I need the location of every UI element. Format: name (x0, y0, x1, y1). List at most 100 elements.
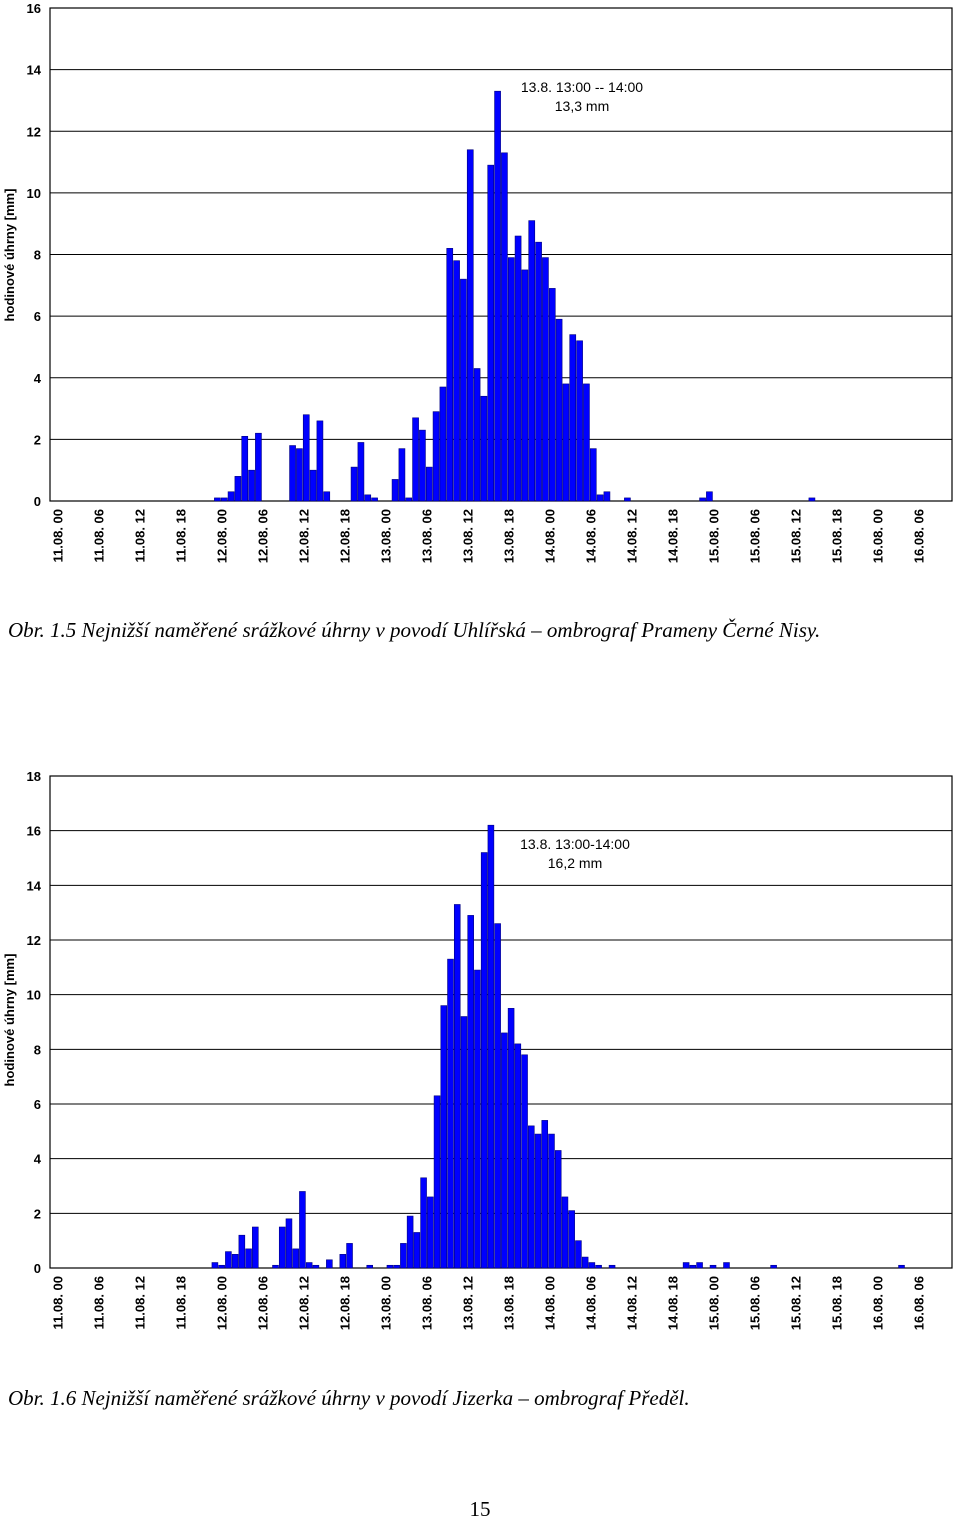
x-tick-label: 11.08. 06 (92, 509, 107, 563)
x-tick-label: 15.08. 06 (748, 1276, 763, 1330)
y-tick-label: 6 (34, 309, 41, 324)
x-tick-label: 11.08. 12 (133, 509, 148, 563)
bar (427, 1196, 434, 1269)
x-tick-label: 15.08. 12 (789, 1276, 804, 1330)
y-tick-label: 12 (27, 933, 41, 948)
figure-caption-1-5: Obr. 1.5 Nejnižší naměřené srážkové úhrn… (8, 618, 821, 642)
bar (241, 435, 249, 502)
bar (316, 420, 324, 502)
y-tick-label: 0 (34, 494, 41, 509)
bar (296, 448, 303, 502)
y-tick-label: 8 (34, 1042, 41, 1057)
x-tick-label: 14.08. 12 (625, 1276, 640, 1330)
bar (466, 149, 474, 502)
bar (898, 1264, 905, 1269)
x-tick-label: 11.08. 12 (133, 1276, 148, 1330)
y-tick-label: 4 (34, 1152, 42, 1167)
bar (589, 448, 597, 502)
bar (689, 1264, 697, 1269)
bar (231, 1254, 239, 1269)
bar (393, 1264, 400, 1269)
bar (412, 417, 419, 502)
bar (569, 334, 577, 502)
figure-caption-1-6: Obr. 1.6 Nejnižší naměřené srážkové úhrn… (8, 1386, 690, 1410)
bar (285, 1218, 293, 1269)
chart-uhlirska: 0 2 4 6 8 10 12 14 16 11.08. 00 11.08. 06 11.08. 12… (0, 0, 960, 605)
bar (366, 1264, 374, 1269)
bar (218, 1264, 225, 1269)
bar (413, 1232, 421, 1269)
bar (255, 432, 262, 502)
x-tick-label: 13.08. 18 (502, 1276, 517, 1330)
bar (364, 494, 372, 502)
chart-svg: 0 2 4 6 8 10 12 14 16 11.08. 00 11.08. 06 11.08. 12… (2, 1, 953, 563)
bar (588, 1262, 596, 1269)
x-tick-label: 13.08. 12 (461, 509, 476, 563)
bar (808, 497, 816, 502)
bar (398, 448, 406, 502)
bar (596, 494, 604, 502)
y-tick-label: 16 (27, 1, 41, 16)
bar (453, 904, 461, 1269)
x-tick-label: 16.08. 06 (912, 509, 927, 563)
y-tick-label: 8 (34, 248, 41, 263)
bar (220, 497, 228, 502)
bar (440, 1005, 448, 1269)
x-tick-label: 13.08. 00 (379, 509, 394, 563)
bar (391, 479, 399, 502)
bar (480, 395, 488, 502)
bar (494, 90, 501, 502)
bar (432, 411, 440, 502)
bar (405, 497, 413, 502)
bar (473, 368, 481, 502)
bar (302, 414, 310, 502)
x-tick-label: 14.08. 00 (543, 509, 558, 563)
bar (289, 445, 296, 502)
bar (603, 491, 611, 502)
bar (420, 1177, 427, 1269)
bar (371, 497, 378, 502)
peak-annotation: 13,3 mm (555, 98, 609, 114)
bar (425, 466, 433, 502)
x-tick-label: 12.08. 18 (338, 509, 353, 563)
bar (514, 1043, 522, 1269)
bar (312, 1264, 320, 1269)
x-tick-label: 12.08. 06 (256, 1276, 271, 1330)
x-tick-label: 11.08. 06 (92, 1276, 107, 1330)
x-tick-label: 14.08. 18 (666, 1276, 681, 1330)
x-tick-label: 16.08. 00 (871, 509, 886, 563)
x-tick-label: 15.08. 06 (748, 509, 763, 563)
bar (238, 1234, 246, 1269)
x-tick-label: 14.08. 00 (543, 1276, 558, 1330)
bar (535, 241, 542, 502)
bar (581, 1256, 589, 1269)
bar (406, 1215, 414, 1269)
x-tick-label: 15.08. 00 (707, 509, 722, 563)
x-tick-label: 14.08. 06 (584, 1276, 599, 1330)
bar (548, 288, 556, 502)
y-tick-label: 10 (27, 186, 41, 201)
bar (576, 340, 583, 502)
bar (682, 1262, 690, 1269)
page-number: 15 (469, 1497, 491, 1521)
x-tick-label: 15.08. 18 (830, 1276, 845, 1330)
bar (575, 1240, 582, 1269)
bar (446, 248, 454, 502)
bar (299, 1191, 306, 1269)
x-tick-label: 11.08. 00 (51, 509, 66, 563)
x-tick-label: 11.08. 18 (174, 1276, 189, 1330)
bar (357, 442, 365, 502)
y-tick-label: 12 (27, 124, 41, 139)
x-tick-label: 13.08. 06 (420, 509, 435, 563)
bar (453, 260, 460, 502)
y-tick-label: 0 (34, 1261, 41, 1276)
bar (211, 1262, 219, 1269)
bar (419, 429, 426, 502)
bar (346, 1243, 353, 1269)
bar (305, 1262, 313, 1269)
bar (548, 1133, 555, 1269)
bar (350, 466, 358, 502)
bar (447, 958, 454, 1269)
bar (624, 497, 631, 502)
bar (292, 1248, 299, 1269)
